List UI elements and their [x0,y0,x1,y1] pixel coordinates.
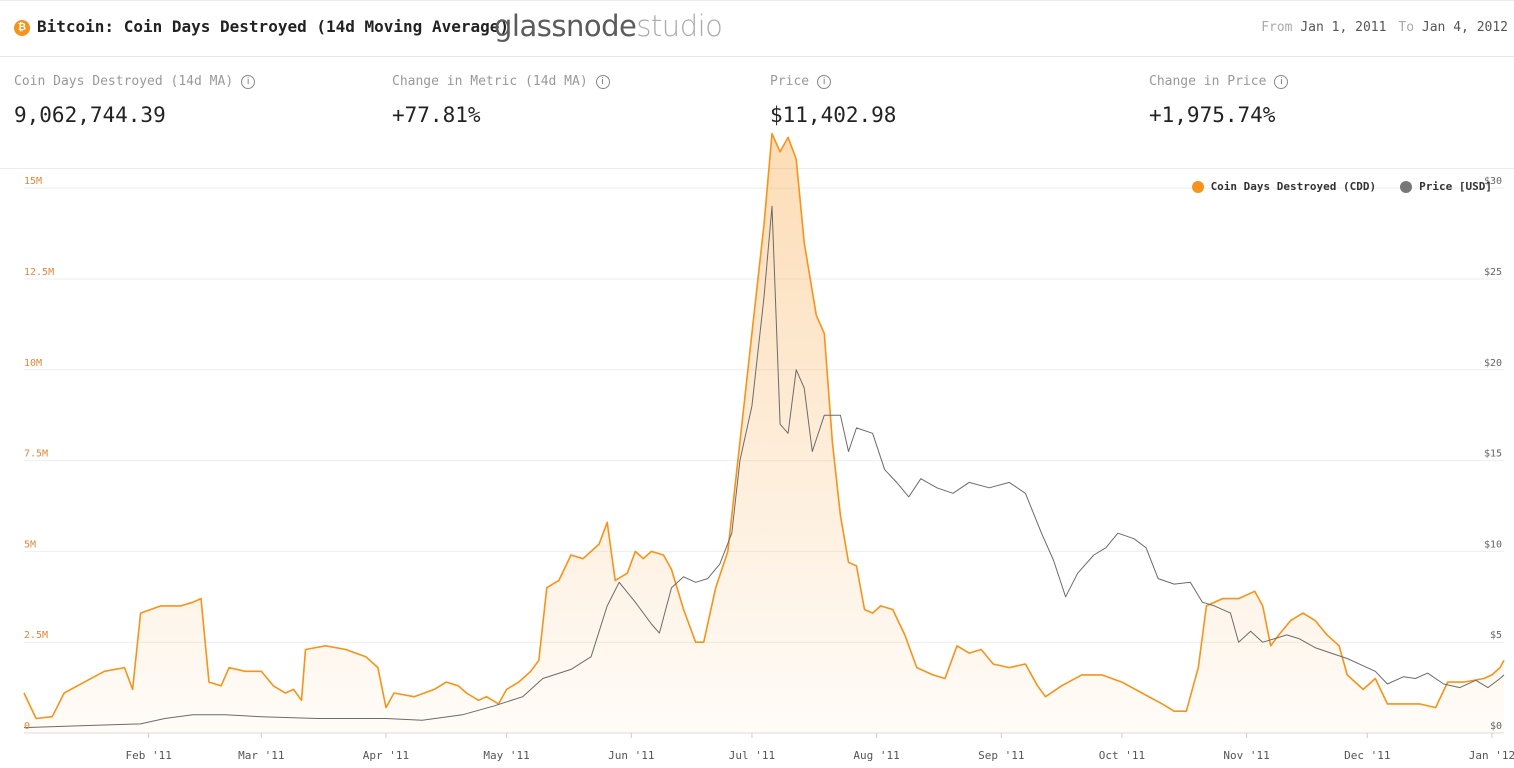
x-tick-label: Jan '12 [1469,749,1514,762]
y-right-tick-label: $5 [1490,630,1502,641]
chart-legend: Coin Days Destroyed (CDD) Price [USD] [1191,180,1492,193]
metric-value: 9,062,744.39 [14,103,166,127]
to-date[interactable]: Jan 4, 2012 [1421,20,1508,35]
metric-value: +1,975.74% [1149,103,1276,127]
metric-change-in-price: Change in Price i +1,975.74% [1149,74,1289,127]
metric-label: Change in Price [1149,74,1267,89]
x-tick-label: May '11 [483,749,529,762]
brand-logo[interactable]: glassnodestudio [494,9,723,43]
y-right-tick-label: $0 [1490,721,1502,732]
bitcoin-icon: ₿ [14,20,30,36]
legend-label: Price [USD] [1419,180,1492,193]
brand-sub-text: studio [636,9,723,43]
y-right-tick-label: $25 [1484,267,1502,278]
x-tick-label: Dec '11 [1344,749,1390,762]
x-tick-label: Apr '11 [363,749,409,762]
cdd-series-line[interactable] [23,132,1505,720]
x-tick-label: Jun '11 [608,749,654,762]
metric-change-in-metric: Change in Metric (14d MA) i +77.81% [392,74,610,127]
x-tick-label: Nov '11 [1223,749,1269,762]
y-left-tick-label: 10M [24,358,42,369]
y-left-tick-label: 0 [24,721,30,732]
to-label: To [1398,20,1415,35]
x-tick-label: Feb '11 [125,749,171,762]
chart-header: ₿ Bitcoin: Coin Days Destroyed (14d Movi… [0,5,1514,57]
y-left-tick-label: 2.5M [24,630,48,641]
x-tick-label: Oct '11 [1099,749,1145,762]
info-icon[interactable]: i [595,74,610,89]
brand-main-text: glassnode [494,9,637,43]
y-left-tick-label: 7.5M [24,449,48,460]
top-border [0,0,1514,4]
y-right-tick-label: $15 [1484,449,1502,460]
info-icon[interactable]: i [817,74,832,89]
page-title: Bitcoin: Coin Days Destroyed (14d Moving… [37,17,510,36]
x-tick-label: Aug '11 [853,749,899,762]
info-icon[interactable]: i [1274,74,1289,89]
y-right-tick-label: $10 [1484,539,1502,550]
price-series-line[interactable] [23,205,1505,729]
x-tick-label: Mar '11 [238,749,284,762]
x-tick-label: Jul '11 [729,749,775,762]
info-icon[interactable]: i [241,74,256,89]
cdd-area-fill [24,133,1504,733]
y-left-tick-label: 12.5M [24,267,54,278]
y-left-tick-label: 5M [24,539,36,550]
metric-label: Coin Days Destroyed (14d MA) [14,74,234,89]
metrics-bar: Coin Days Destroyed (14d MA) i 9,062,744.… [0,57,1514,169]
date-range-picker[interactable]: From Jan 1, 2011 To Jan 4, 2012 [1261,20,1508,35]
y-right-tick-label: $20 [1484,358,1502,369]
metric-value: $11,402.98 [770,103,897,127]
metric-price: Price i $11,402.98 [770,74,896,127]
from-date[interactable]: Jan 1, 2011 [1300,20,1387,35]
from-label: From [1261,20,1293,35]
legend-dot [1191,180,1204,193]
metric-value: +77.81% [392,103,481,127]
metric-coin-days-destroyed: Coin Days Destroyed (14d MA) i 9,062,744.… [14,74,256,127]
legend-dot [1400,180,1413,193]
x-tick-label: Sep '11 [978,749,1024,762]
legend-item-price[interactable]: Price [USD] [1400,180,1492,193]
legend-item-cdd[interactable]: Coin Days Destroyed (CDD) [1191,180,1377,193]
metric-label: Price [770,74,810,89]
metric-label: Change in Metric (14d MA) [392,74,588,89]
legend-label: Coin Days Destroyed (CDD) [1210,180,1377,193]
y-left-tick-label: 15M [24,176,42,187]
y-right-tick-label: $30 [1484,176,1502,187]
